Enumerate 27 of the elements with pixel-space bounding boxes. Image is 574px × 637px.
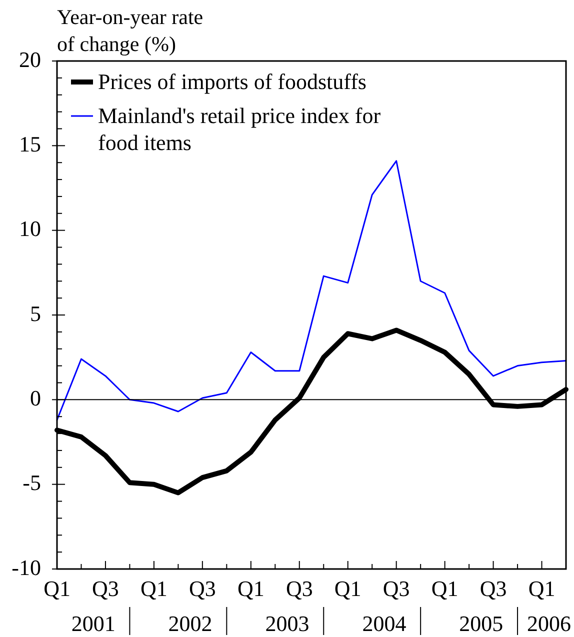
y-tick-label: 0 <box>30 385 41 410</box>
y-tick-label: -10 <box>12 554 41 580</box>
text: 2004 <box>362 611 406 636</box>
y-tick-label: 20 <box>19 46 41 72</box>
text: 2001 <box>71 611 116 636</box>
y-axis-title: Year-on-year rate of change (%) <box>57 5 204 56</box>
x-tick-label: Q1 <box>431 576 458 601</box>
y-tick-label: 15 <box>19 131 41 156</box>
text: 2006 <box>527 611 571 636</box>
x-tick-label: Q3 <box>286 576 313 601</box>
x-tick-label: Q1 <box>334 576 362 601</box>
legend-label: Prices of imports of foodstuffs <box>98 69 366 94</box>
text: 2002 <box>168 611 212 636</box>
x-tick-label: Q1 <box>528 576 556 601</box>
x-tick-label: Q3 <box>92 576 119 601</box>
text: 2005 <box>459 611 504 636</box>
x-tick-label: Q1 <box>140 576 168 601</box>
y-tick-label: 5 <box>30 300 41 326</box>
text: 2003 <box>265 611 310 636</box>
y-tick-label: 10 <box>19 216 41 242</box>
legend-label: Mainland's retail price index for food items <box>98 103 382 155</box>
x-tick-label: Q3 <box>188 576 216 601</box>
x-tick-label: Q1 <box>44 576 70 601</box>
x-tick-label: Q3 <box>480 576 507 601</box>
x-tick-label: Q3 <box>382 576 410 601</box>
x-tick-label: Q1 <box>237 576 264 601</box>
y-tick-label: -5 <box>22 470 41 496</box>
